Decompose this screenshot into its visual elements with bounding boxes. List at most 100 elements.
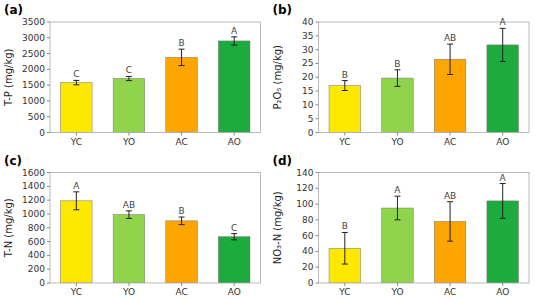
bar <box>218 41 250 133</box>
plot-area <box>319 173 530 284</box>
error-bar <box>231 37 237 45</box>
x-tick <box>450 133 451 136</box>
y-tick <box>47 213 50 214</box>
y-tick-label: 3000 <box>22 33 45 43</box>
bar <box>218 237 250 283</box>
bar <box>61 83 93 133</box>
y-tick-label: 800 <box>28 223 45 233</box>
x-tick-label: AC <box>444 137 456 147</box>
y-tick-label: 3500 <box>22 17 45 27</box>
error-bar <box>179 49 185 65</box>
sig-label: B <box>178 38 184 48</box>
x-tick-label: AO <box>228 137 241 147</box>
x-tick <box>344 133 345 136</box>
bar <box>113 79 145 133</box>
sig-label: A <box>73 181 80 191</box>
error-bar <box>394 70 400 87</box>
plot-area <box>50 22 261 133</box>
y-tick <box>47 69 50 70</box>
x-tick-label: AC <box>175 137 187 147</box>
y-tick <box>47 186 50 187</box>
x-tick-label: AO <box>496 137 509 147</box>
y-tick <box>47 100 50 101</box>
marks <box>329 28 518 132</box>
figure: 0500100015002000250030003500YCYOACAOCCBA… <box>0 0 537 301</box>
y-axis-label: T-N (mg/kg) <box>3 198 14 258</box>
y-tick <box>47 132 50 133</box>
sig-label: AB <box>444 33 456 43</box>
sig-label: AB <box>444 191 456 201</box>
sig-label: B <box>342 221 348 231</box>
y-tick <box>47 172 50 173</box>
y-axis-label: NO₃-N (mg/kg) <box>272 191 283 264</box>
x-tick <box>397 283 398 286</box>
y-tick <box>316 188 319 189</box>
plot-area <box>50 173 261 284</box>
y-tick-label: 1000 <box>22 209 45 219</box>
y-tick <box>316 283 319 284</box>
y-tick-label: 60 <box>302 231 314 241</box>
y-tick-label: 0 <box>39 278 45 288</box>
y-tick <box>47 269 50 270</box>
sig-label: B <box>394 59 400 69</box>
y-tick-label: 100 <box>296 199 313 209</box>
frame <box>50 173 261 284</box>
x-tick-label: YO <box>122 287 135 297</box>
x-tick-label: YC <box>338 137 350 147</box>
x-tick-label: YC <box>338 287 350 297</box>
panel-label: (d) <box>273 154 293 168</box>
x-tick <box>76 283 77 286</box>
x-tick-label: AO <box>496 287 509 297</box>
bar <box>166 221 198 283</box>
error-bar <box>447 202 453 241</box>
x-tick <box>181 133 182 136</box>
plot-area <box>319 22 530 133</box>
y-tick-label: 0 <box>308 128 314 138</box>
y-tick <box>316 219 319 220</box>
x-tick <box>76 133 77 136</box>
x-tick <box>397 133 398 136</box>
sig-label: AB <box>123 200 135 210</box>
sig-label: A <box>394 185 401 195</box>
y-tick <box>316 235 319 236</box>
y-tick <box>47 37 50 38</box>
y-tick <box>47 22 50 23</box>
error-bar <box>500 184 506 219</box>
bar <box>113 215 145 283</box>
y-tick-label: 120 <box>296 183 313 193</box>
bar <box>329 86 361 133</box>
y-tick-label: 20 <box>302 72 314 82</box>
y-tick <box>316 251 319 252</box>
error-bar <box>179 217 185 225</box>
frame <box>319 22 530 133</box>
y-tick <box>316 267 319 268</box>
y-tick-label: 40 <box>302 246 314 256</box>
frame <box>319 173 530 284</box>
sig-label: A <box>500 173 507 183</box>
y-tick-label: 2000 <box>22 64 45 74</box>
x-tick <box>344 283 345 286</box>
error-bar <box>500 28 506 61</box>
x-tick-label: AC <box>175 287 187 297</box>
y-tick <box>316 204 319 205</box>
frame <box>50 22 261 133</box>
bar <box>61 201 93 283</box>
y-tick <box>316 172 319 173</box>
x-tick-label: AO <box>228 287 241 297</box>
y-axis-label: P₂O₅ (mg/kg) <box>272 45 283 110</box>
sig-label: C <box>231 223 237 233</box>
x-tick-label: YO <box>122 137 135 147</box>
error-bar <box>126 76 132 80</box>
y-tick-label: 0 <box>308 278 314 288</box>
panel: 0510152025303540YCYOACAOBBABAP₂O₅ (mg/kg… <box>272 3 530 147</box>
error-bar <box>73 80 79 84</box>
y-tick-label: 25 <box>302 58 313 68</box>
sig-label: A <box>500 17 507 27</box>
y-tick-label: 0 <box>39 128 45 138</box>
y-tick <box>316 104 319 105</box>
y-tick-label: 1400 <box>22 181 45 191</box>
y-tick <box>47 255 50 256</box>
sig-label: C <box>126 65 132 75</box>
y-tick-label: 1000 <box>22 96 45 106</box>
y-tick-label: 400 <box>28 250 45 260</box>
